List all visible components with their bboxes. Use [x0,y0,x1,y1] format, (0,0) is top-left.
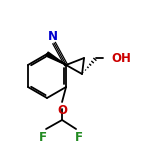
Text: OH: OH [111,52,131,64]
Text: F: F [39,131,47,144]
Text: N: N [48,31,58,43]
Polygon shape [46,52,66,65]
Text: F: F [75,131,83,144]
Text: O: O [57,104,67,117]
